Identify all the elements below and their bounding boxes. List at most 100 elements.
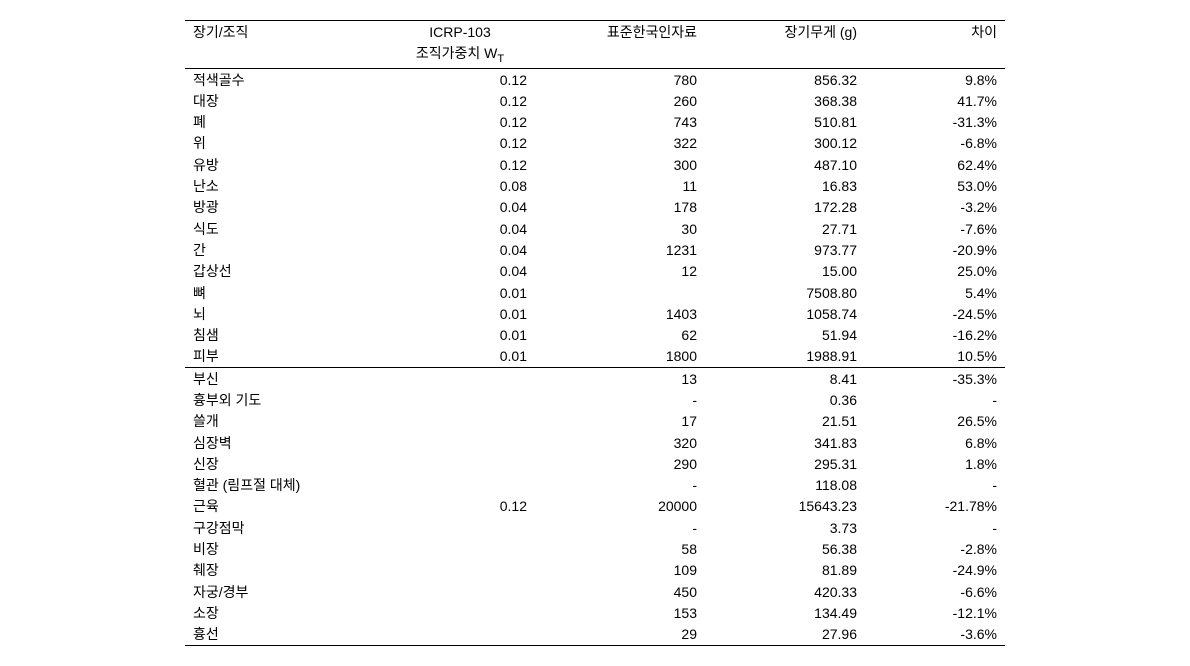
cell-weight: 1988.91 bbox=[705, 346, 865, 368]
cell-ref: 290 bbox=[535, 453, 705, 474]
cell-diff: 5.4% bbox=[865, 282, 1005, 303]
cell-diff: 62.4% bbox=[865, 154, 1005, 175]
cell-icrp: 0.12 bbox=[385, 154, 535, 175]
cell-organ: 유방 bbox=[185, 154, 385, 175]
cell-diff: -3.6% bbox=[865, 624, 1005, 646]
cell-diff: -31.3% bbox=[865, 112, 1005, 133]
cell-ref: 153 bbox=[535, 602, 705, 623]
cell-weight: 21.51 bbox=[705, 411, 865, 432]
cell-weight: 300.12 bbox=[705, 133, 865, 154]
cell-organ: 구강점막 bbox=[185, 517, 385, 538]
cell-organ: 위 bbox=[185, 133, 385, 154]
cell-icrp: 0.04 bbox=[385, 261, 535, 282]
cell-organ: 소장 bbox=[185, 602, 385, 623]
cell-organ: 자궁/경부 bbox=[185, 581, 385, 602]
cell-ref: 1403 bbox=[535, 303, 705, 324]
cell-diff: -12.1% bbox=[865, 602, 1005, 623]
cell-diff: - bbox=[865, 517, 1005, 538]
table-row: 신장 290295.311.8% bbox=[185, 453, 1005, 474]
table-body: 적색골수0.12780856.329.8%대장0.12260368.3841.7… bbox=[185, 69, 1005, 646]
cell-organ: 식도 bbox=[185, 218, 385, 239]
col-header-empty bbox=[865, 42, 1005, 68]
cell-organ: 간 bbox=[185, 239, 385, 260]
cell-diff: 1.8% bbox=[865, 453, 1005, 474]
cell-ref: 13 bbox=[535, 368, 705, 390]
cell-organ: 심장벽 bbox=[185, 432, 385, 453]
cell-ref: 109 bbox=[535, 560, 705, 581]
cell-organ: 췌장 bbox=[185, 560, 385, 581]
cell-organ: 근육 bbox=[185, 496, 385, 517]
cell-organ: 침샘 bbox=[185, 325, 385, 346]
cell-diff: -6.6% bbox=[865, 581, 1005, 602]
cell-weight: 368.38 bbox=[705, 90, 865, 111]
cell-diff: -21.78% bbox=[865, 496, 1005, 517]
col-header-icrp-sub: 조직가중치 WT bbox=[385, 42, 535, 68]
organ-weight-table-container: 장기/조직 ICRP-103 표준한국인자료 장기무게 (g) 차이 조직가중치… bbox=[185, 20, 1005, 646]
cell-icrp: 0.01 bbox=[385, 303, 535, 324]
cell-ref: - bbox=[535, 389, 705, 410]
cell-organ: 쓸개 bbox=[185, 411, 385, 432]
cell-icrp bbox=[385, 581, 535, 602]
cell-icrp: 0.04 bbox=[385, 239, 535, 260]
cell-diff: -24.5% bbox=[865, 303, 1005, 324]
cell-ref: 12 bbox=[535, 261, 705, 282]
cell-icrp bbox=[385, 453, 535, 474]
col-header-icrp: ICRP-103 bbox=[385, 21, 535, 43]
table-row: 폐0.12743510.81-31.3% bbox=[185, 112, 1005, 133]
cell-ref: 300 bbox=[535, 154, 705, 175]
cell-organ: 뇌 bbox=[185, 303, 385, 324]
table-row: 췌장10981.89-24.9% bbox=[185, 560, 1005, 581]
col-header-empty bbox=[185, 42, 385, 68]
cell-ref: 178 bbox=[535, 197, 705, 218]
table-row: 뇌0.0114031058.74-24.5% bbox=[185, 303, 1005, 324]
cell-ref: 260 bbox=[535, 90, 705, 111]
table-row: 방광0.04178172.28-3.2% bbox=[185, 197, 1005, 218]
organ-weight-table: 장기/조직 ICRP-103 표준한국인자료 장기무게 (g) 차이 조직가중치… bbox=[185, 20, 1005, 646]
table-row: 근육0.122000015643.23-21.78% bbox=[185, 496, 1005, 517]
cell-weight: 172.28 bbox=[705, 197, 865, 218]
cell-diff: 6.8% bbox=[865, 432, 1005, 453]
table-row: 식도0.043027.71-7.6% bbox=[185, 218, 1005, 239]
table-row: 간0.041231973.77-20.9% bbox=[185, 239, 1005, 260]
cell-weight: 15.00 bbox=[705, 261, 865, 282]
cell-weight: 295.31 bbox=[705, 453, 865, 474]
cell-icrp: 0.04 bbox=[385, 218, 535, 239]
cell-ref: 20000 bbox=[535, 496, 705, 517]
cell-icrp bbox=[385, 411, 535, 432]
cell-weight: 118.08 bbox=[705, 475, 865, 496]
cell-diff: -35.3% bbox=[865, 368, 1005, 390]
cell-organ: 폐 bbox=[185, 112, 385, 133]
cell-diff: - bbox=[865, 475, 1005, 496]
cell-diff: 10.5% bbox=[865, 346, 1005, 368]
table-row: 난소0.081116.8353.0% bbox=[185, 176, 1005, 197]
cell-weight: 0.36 bbox=[705, 389, 865, 410]
table-row: 뼈0.017508.805.4% bbox=[185, 282, 1005, 303]
table-row: 부신138.41-35.3% bbox=[185, 368, 1005, 390]
cell-ref: 1800 bbox=[535, 346, 705, 368]
cell-weight: 27.96 bbox=[705, 624, 865, 646]
cell-ref: - bbox=[535, 517, 705, 538]
cell-ref: 320 bbox=[535, 432, 705, 453]
cell-weight: 51.94 bbox=[705, 325, 865, 346]
cell-icrp: 0.12 bbox=[385, 90, 535, 111]
cell-icrp: 0.01 bbox=[385, 282, 535, 303]
cell-weight: 487.10 bbox=[705, 154, 865, 175]
cell-weight: 8.41 bbox=[705, 368, 865, 390]
cell-organ: 신장 bbox=[185, 453, 385, 474]
cell-diff: -16.2% bbox=[865, 325, 1005, 346]
col-header-weight: 장기무게 (g) bbox=[705, 21, 865, 43]
cell-diff: 9.8% bbox=[865, 69, 1005, 91]
cell-ref: 62 bbox=[535, 325, 705, 346]
cell-organ: 난소 bbox=[185, 176, 385, 197]
cell-diff: -20.9% bbox=[865, 239, 1005, 260]
cell-weight: 27.71 bbox=[705, 218, 865, 239]
cell-weight: 3.73 bbox=[705, 517, 865, 538]
wt-label-sub: T bbox=[497, 53, 504, 65]
table-row: 갑상선0.041215.0025.0% bbox=[185, 261, 1005, 282]
table-row: 위0.12322300.12-6.8% bbox=[185, 133, 1005, 154]
cell-icrp: 0.12 bbox=[385, 133, 535, 154]
cell-organ: 갑상선 bbox=[185, 261, 385, 282]
cell-icrp: 0.12 bbox=[385, 496, 535, 517]
cell-organ: 대장 bbox=[185, 90, 385, 111]
cell-icrp bbox=[385, 602, 535, 623]
